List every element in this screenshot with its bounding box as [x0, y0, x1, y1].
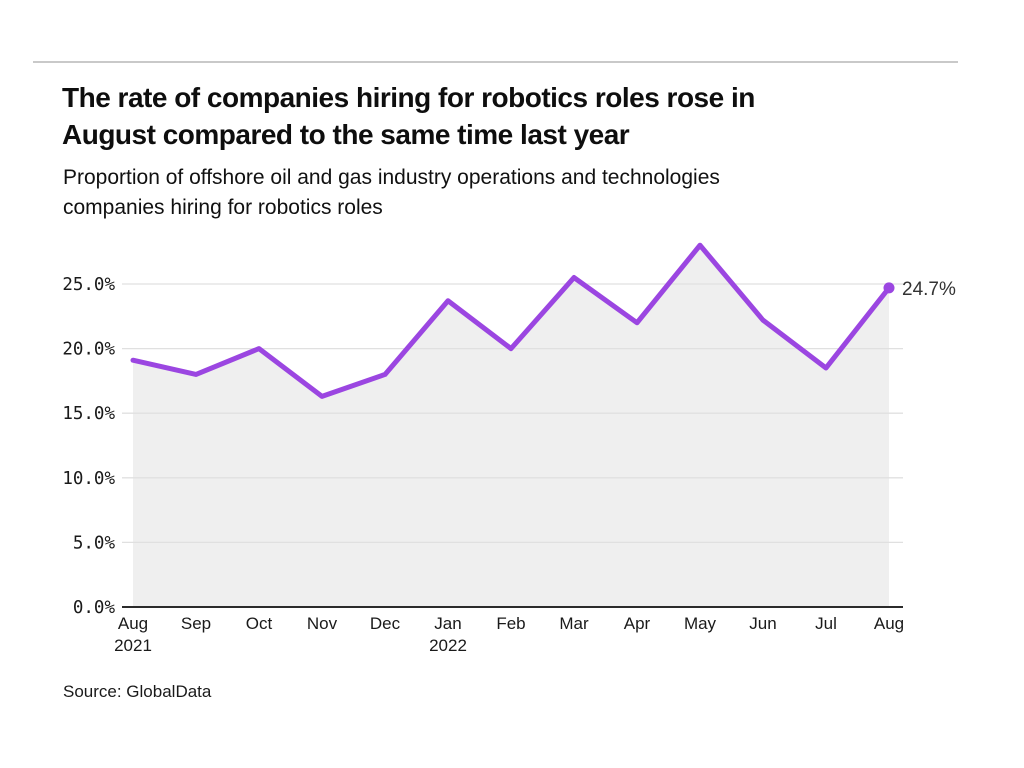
- y-tick-label: 10.0%: [62, 469, 115, 489]
- x-tick-label: Sep: [181, 614, 211, 633]
- y-tick-label: 20.0%: [62, 340, 115, 360]
- y-tick-label: 5.0%: [73, 533, 116, 553]
- source-text: Source: GlobalData: [63, 682, 212, 701]
- x-tick-label: Jul: [815, 614, 837, 633]
- page-title-line-1: The rate of companies hiring for robotic…: [62, 82, 755, 113]
- x-tick-label: Nov: [307, 614, 338, 633]
- end-point-marker: [883, 282, 895, 294]
- area-fill: [133, 245, 889, 608]
- end-value-label: 24.7%: [902, 279, 956, 300]
- data-line: [130, 242, 892, 399]
- x-tick-label: Oct: [246, 614, 273, 633]
- x-tick-label: May: [684, 614, 717, 633]
- x-tick-label: 2021: [114, 636, 152, 655]
- page-title-line-2: August compared to the same time last ye…: [62, 119, 630, 150]
- page-title: The rate of companies hiring for robotic…: [62, 79, 962, 153]
- y-tick-label: 0.0%: [73, 598, 116, 618]
- x-tick-label: Jan: [434, 614, 461, 633]
- x-tick-label: 2022: [429, 636, 467, 655]
- x-tick-label: Aug: [118, 614, 148, 633]
- y-tick-label: 15.0%: [62, 404, 115, 424]
- x-tick-label: Dec: [370, 614, 401, 633]
- chart-subtitle-line-1: Proportion of offshore oil and gas indus…: [63, 166, 720, 189]
- x-tick-label: Aug: [874, 614, 904, 633]
- x-tick-label: Apr: [624, 614, 651, 633]
- y-tick-label: 25.0%: [62, 275, 115, 295]
- header-rule: [33, 61, 958, 63]
- chart-subtitle-line-2: companies hiring for robotics roles: [63, 196, 383, 219]
- chart-subtitle: Proportion of offshore oil and gas indus…: [63, 163, 963, 223]
- x-tick-label: Jun: [749, 614, 776, 633]
- x-tick-label: Mar: [559, 614, 589, 633]
- x-tick-label: Feb: [496, 614, 525, 633]
